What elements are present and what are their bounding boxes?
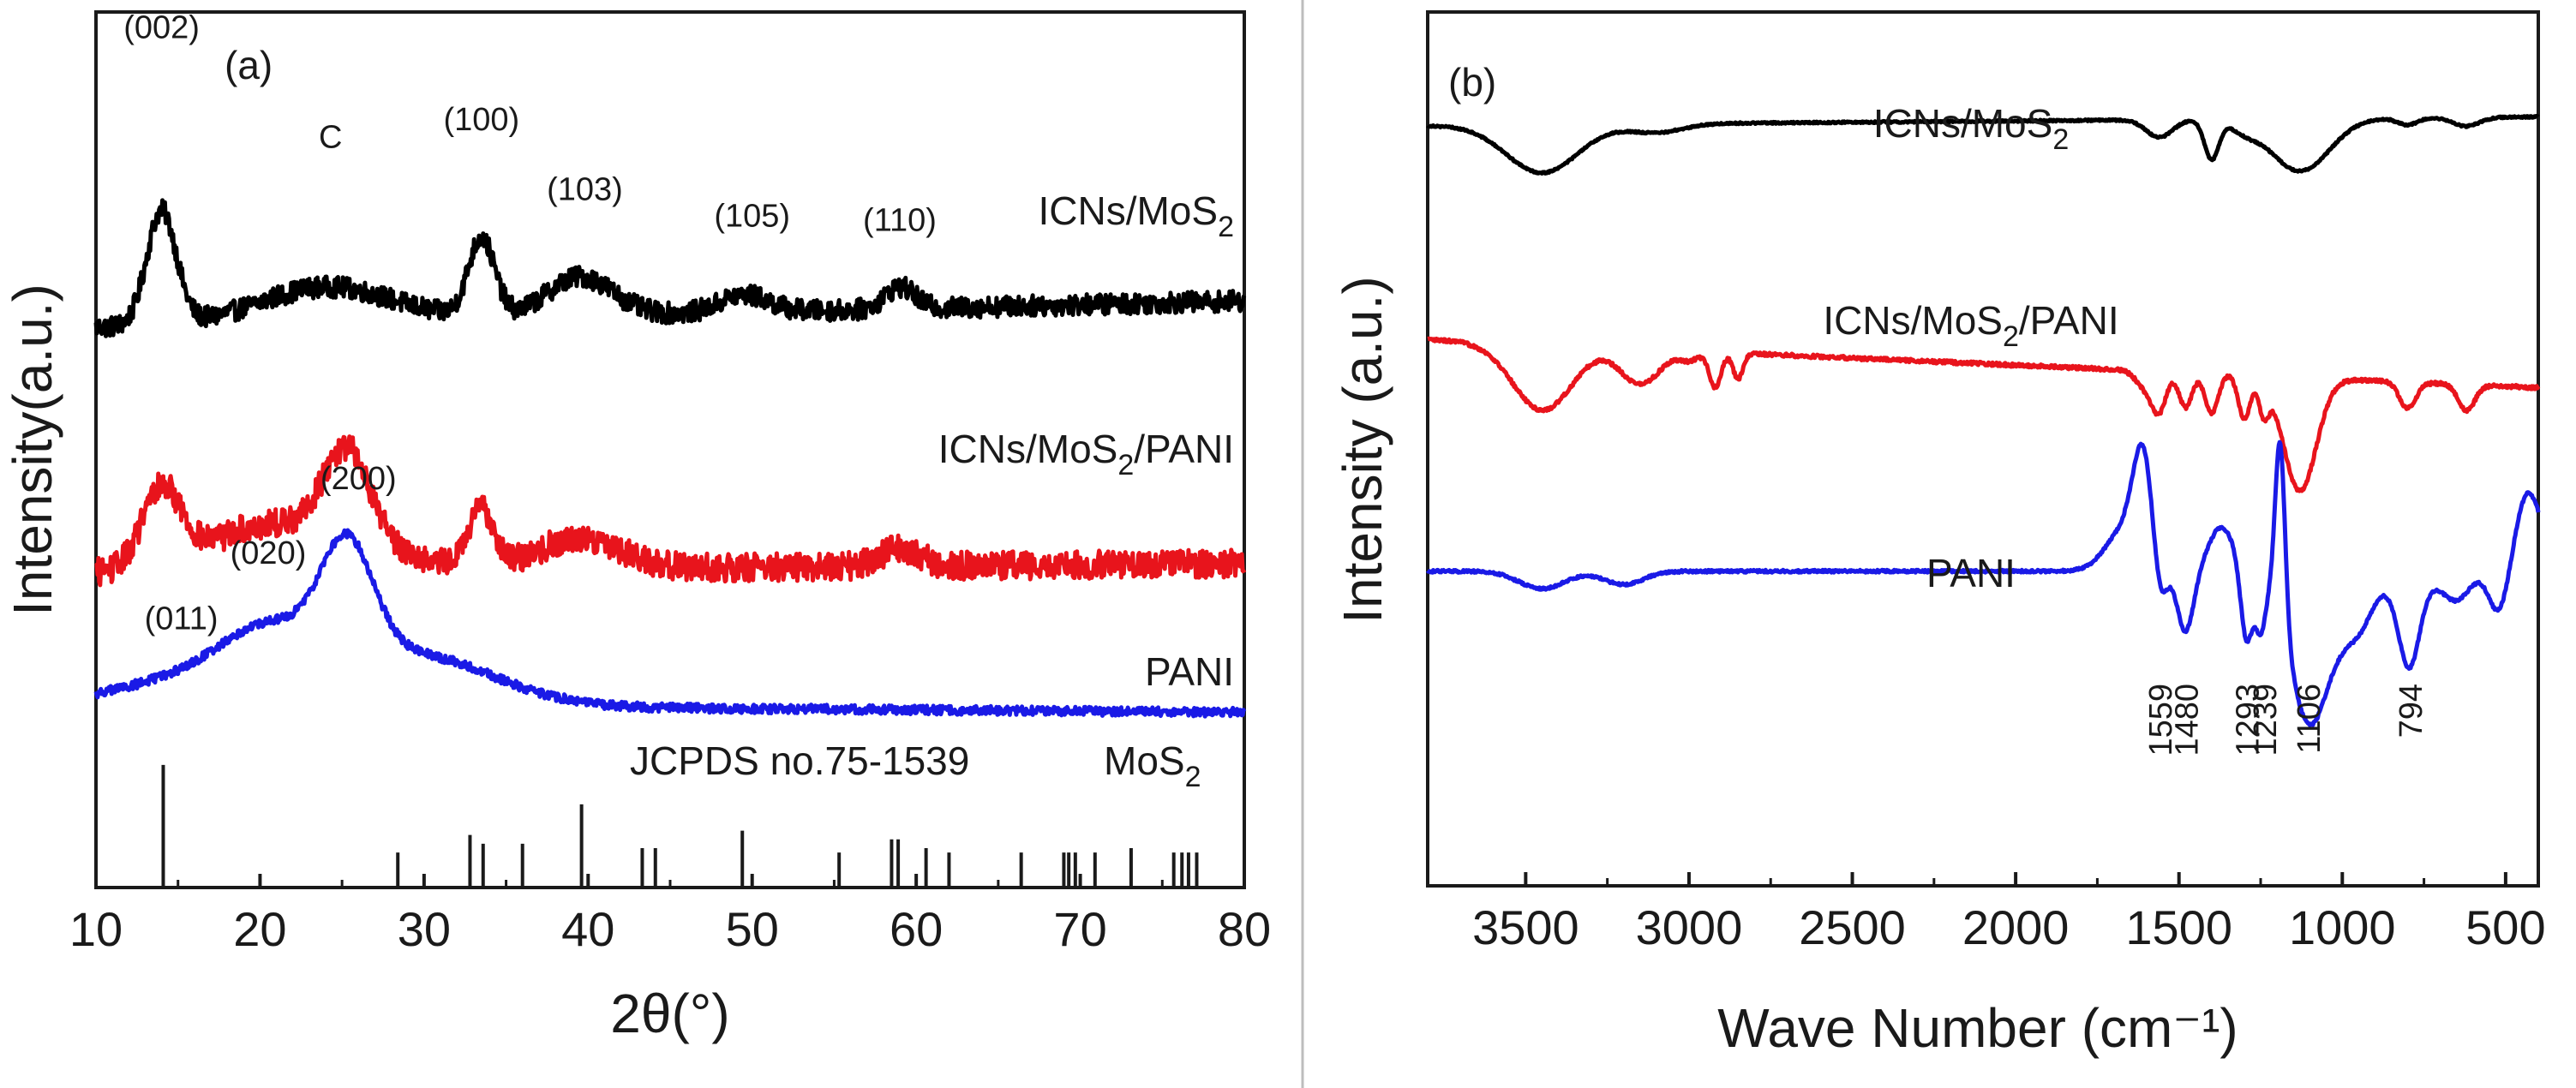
series-label-3: PANI bbox=[1145, 649, 1234, 694]
x-tick-label: 3500 bbox=[1472, 900, 1579, 954]
peak-label: (020) bbox=[231, 535, 307, 571]
peak-label: (002) bbox=[123, 10, 200, 46]
x-tick-label: 60 bbox=[890, 902, 943, 956]
reference-material-name: MoS bbox=[1104, 738, 1185, 783]
x-tick-label: 10 bbox=[69, 902, 123, 956]
series-line-2 bbox=[94, 434, 1247, 588]
x-tick-label: 3000 bbox=[1636, 900, 1743, 954]
x-tick-label: 80 bbox=[1218, 902, 1271, 956]
series-line-3 bbox=[1426, 439, 2541, 727]
reference-lines bbox=[161, 764, 1199, 888]
x-tick-label: 20 bbox=[233, 902, 286, 956]
ftir-x-ticks: 3500 3000 2500 2000 1500 1000 500 bbox=[1472, 872, 2546, 954]
series-label-1: ICNs/MoS2 bbox=[1873, 101, 2070, 156]
peak-label: (103) bbox=[547, 172, 623, 208]
ftir-x-axis-title: Wave Number (cm⁻¹) bbox=[1717, 997, 2238, 1059]
peak-label: (200) bbox=[321, 461, 397, 497]
band-label: 1106 bbox=[2291, 684, 2327, 754]
series-line-3 bbox=[93, 528, 1247, 719]
xrd-x-ticks: 10 20 30 40 50 60 70 80 bbox=[69, 874, 1271, 956]
series-label-1: ICNs/MoS2 bbox=[1038, 188, 1234, 243]
ftir-series bbox=[1426, 113, 2541, 727]
peak-label: C bbox=[319, 119, 342, 155]
ftir-panel-label: (b) bbox=[1448, 60, 1496, 105]
xrd-series-labels: ICNs/MoS2 ICNs/MoS2/PANI PANI bbox=[938, 188, 1234, 694]
peak-label: (105) bbox=[714, 198, 790, 234]
xrd-peak-labels: (002) C (100) (103) (105) (110) (011) (020) (200… bbox=[123, 10, 937, 637]
xrd-series bbox=[93, 198, 1247, 719]
series-line-1 bbox=[93, 198, 1247, 338]
x-tick-label: 1500 bbox=[2125, 900, 2232, 954]
x-tick-label: 70 bbox=[1053, 902, 1106, 956]
series-line-2 bbox=[1426, 336, 2541, 493]
peak-label: (011) bbox=[145, 601, 219, 637]
peak-label: (110) bbox=[863, 203, 937, 239]
series-label-2: ICNs/MoS2/PANI bbox=[938, 427, 1234, 481]
band-label: 794 bbox=[2393, 684, 2429, 738]
x-tick-label: 40 bbox=[561, 902, 614, 956]
band-label: 1480 bbox=[2169, 684, 2205, 756]
xrd-y-axis-title: Intensity(a.u.) bbox=[2, 284, 63, 616]
series-line-1 bbox=[1426, 113, 2540, 176]
band-label: 1239 bbox=[2248, 684, 2284, 756]
x-tick-label: 50 bbox=[726, 902, 779, 956]
band-label: 1559 bbox=[2143, 684, 2179, 756]
reference-card-label: JCPDS no.75-1539 bbox=[630, 738, 969, 783]
series-label-3: PANI bbox=[1926, 551, 2016, 595]
x-tick-label: 2000 bbox=[1962, 900, 2070, 954]
ftir-y-axis-title: Intensity (a.u.) bbox=[1332, 276, 1393, 624]
x-tick-label: 2500 bbox=[1799, 900, 1906, 954]
x-tick-label: 500 bbox=[2465, 900, 2545, 954]
x-tick-label: 1000 bbox=[2289, 900, 2396, 954]
peak-label: (100) bbox=[443, 102, 519, 138]
xrd-panel: 10 20 30 40 50 60 70 80 (002) C (100) (103) (105) (1… bbox=[2, 10, 1271, 1044]
xrd-panel-label: (a) bbox=[225, 43, 273, 87]
band-label: 1293 bbox=[2231, 684, 2267, 756]
ftir-plot-frame bbox=[1426, 10, 2540, 888]
x-tick-label: 30 bbox=[398, 902, 451, 956]
xrd-x-axis-title: 2θ(°) bbox=[610, 983, 729, 1044]
reference-material-subscript: 2 bbox=[1185, 761, 1201, 793]
reference-material-label: MoS2 bbox=[1104, 738, 1201, 793]
series-label-2: ICNs/MoS2/PANI bbox=[1823, 298, 2118, 353]
ftir-series-labels: ICNs/MoS2 ICNs/MoS2/PANI PANI bbox=[1823, 101, 2118, 595]
